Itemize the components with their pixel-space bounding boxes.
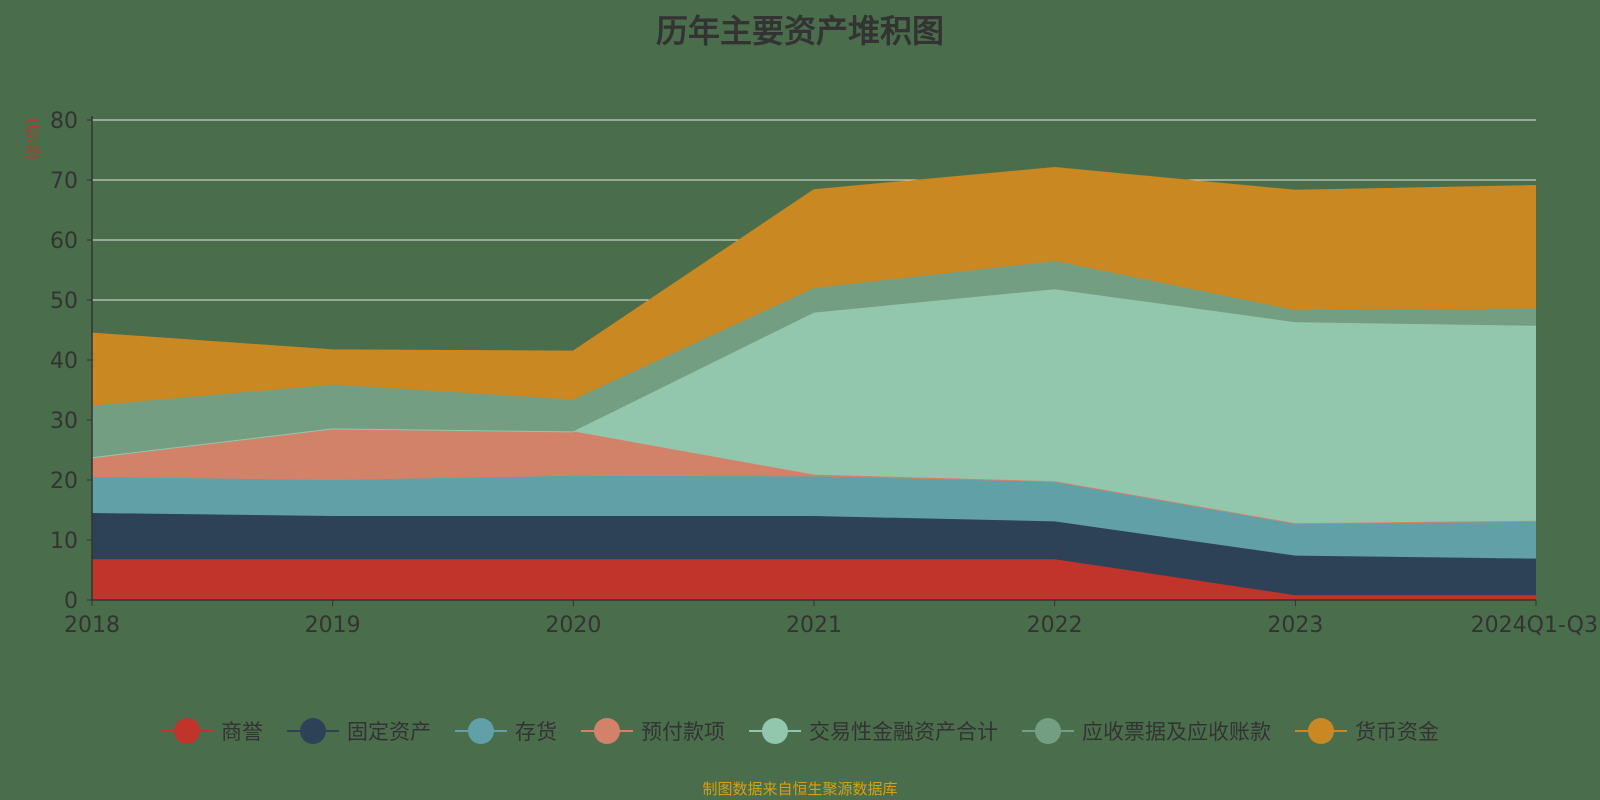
y-tick-label: 50 — [50, 289, 78, 314]
source-note: 制图数据来自恒生聚源数据库 — [702, 780, 898, 798]
y-tick-label: 70 — [50, 169, 78, 194]
y-tick-label: 0 — [64, 589, 78, 614]
legend-label: 商誉 — [221, 720, 263, 744]
legend-item-3[interactable]: 预付款项 — [581, 716, 725, 746]
legend-marker-icon — [455, 718, 507, 744]
area-series — [91, 166, 1537, 600]
area-series-2 — [92, 475, 1536, 559]
area-series-0 — [92, 559, 1536, 600]
area-series-1 — [92, 513, 1536, 596]
legend-marker-icon — [1022, 718, 1074, 744]
y-tick-label: 80 — [50, 109, 78, 134]
x-tick-label: 2023 — [1267, 613, 1323, 638]
legend-marker-icon — [581, 718, 633, 744]
legend-marker-icon — [749, 718, 801, 744]
y-tick-label: 30 — [50, 409, 78, 434]
legend: 商誉 固定资产 存货 预付款项 交易性金融资产合计 应收票据及应收账款 货币资金 — [0, 716, 1600, 746]
x-tick-label: 2021 — [786, 613, 842, 638]
x-tick-label: 2022 — [1027, 613, 1083, 638]
area-series-5 — [92, 261, 1536, 458]
legend-item-0[interactable]: 商誉 — [161, 716, 263, 746]
legend-item-5[interactable]: 应收票据及应收账款 — [1022, 716, 1271, 746]
legend-item-2[interactable]: 存货 — [455, 716, 557, 746]
x-tick-label: 2019 — [305, 613, 361, 638]
legend-item-4[interactable]: 交易性金融资产合计 — [749, 716, 998, 746]
y-tick-label: 10 — [50, 529, 78, 554]
legend-label: 货币资金 — [1355, 720, 1439, 744]
axes: 0 10 20 30 40 50 60 70 80 2018 2019 2020 2021 2022 202… — [50, 109, 1598, 638]
legend-label: 预付款项 — [641, 720, 725, 744]
legend-marker-icon — [1295, 718, 1347, 744]
legend-marker-icon — [161, 718, 213, 744]
series-line-6 — [91, 166, 1537, 353]
area-series-3 — [92, 428, 1536, 524]
legend-item-1[interactable]: 固定资产 — [287, 716, 431, 746]
y-tick-label: 20 — [50, 469, 78, 494]
x-tick-label: 2024Q1-Q3 — [1471, 613, 1598, 638]
y-tick-label: 40 — [50, 349, 78, 374]
area-series-6 — [92, 168, 1536, 406]
chart-title: 历年主要资产堆积图 — [655, 12, 944, 50]
x-tick-label: 2020 — [545, 613, 601, 638]
x-tick-label: 2018 — [64, 613, 120, 638]
y-tick-label: 60 — [50, 229, 78, 254]
legend-label: 交易性金融资产合计 — [809, 720, 998, 744]
y-axis-unit-label: (亿元) — [23, 118, 41, 160]
legend-label: 存货 — [515, 720, 557, 744]
legend-label: 应收票据及应收账款 — [1082, 720, 1271, 744]
area-series-4 — [92, 289, 1536, 524]
legend-label: 固定资产 — [347, 720, 431, 744]
legend-item-6[interactable]: 货币资金 — [1295, 716, 1439, 746]
legend-marker-icon — [287, 718, 339, 744]
